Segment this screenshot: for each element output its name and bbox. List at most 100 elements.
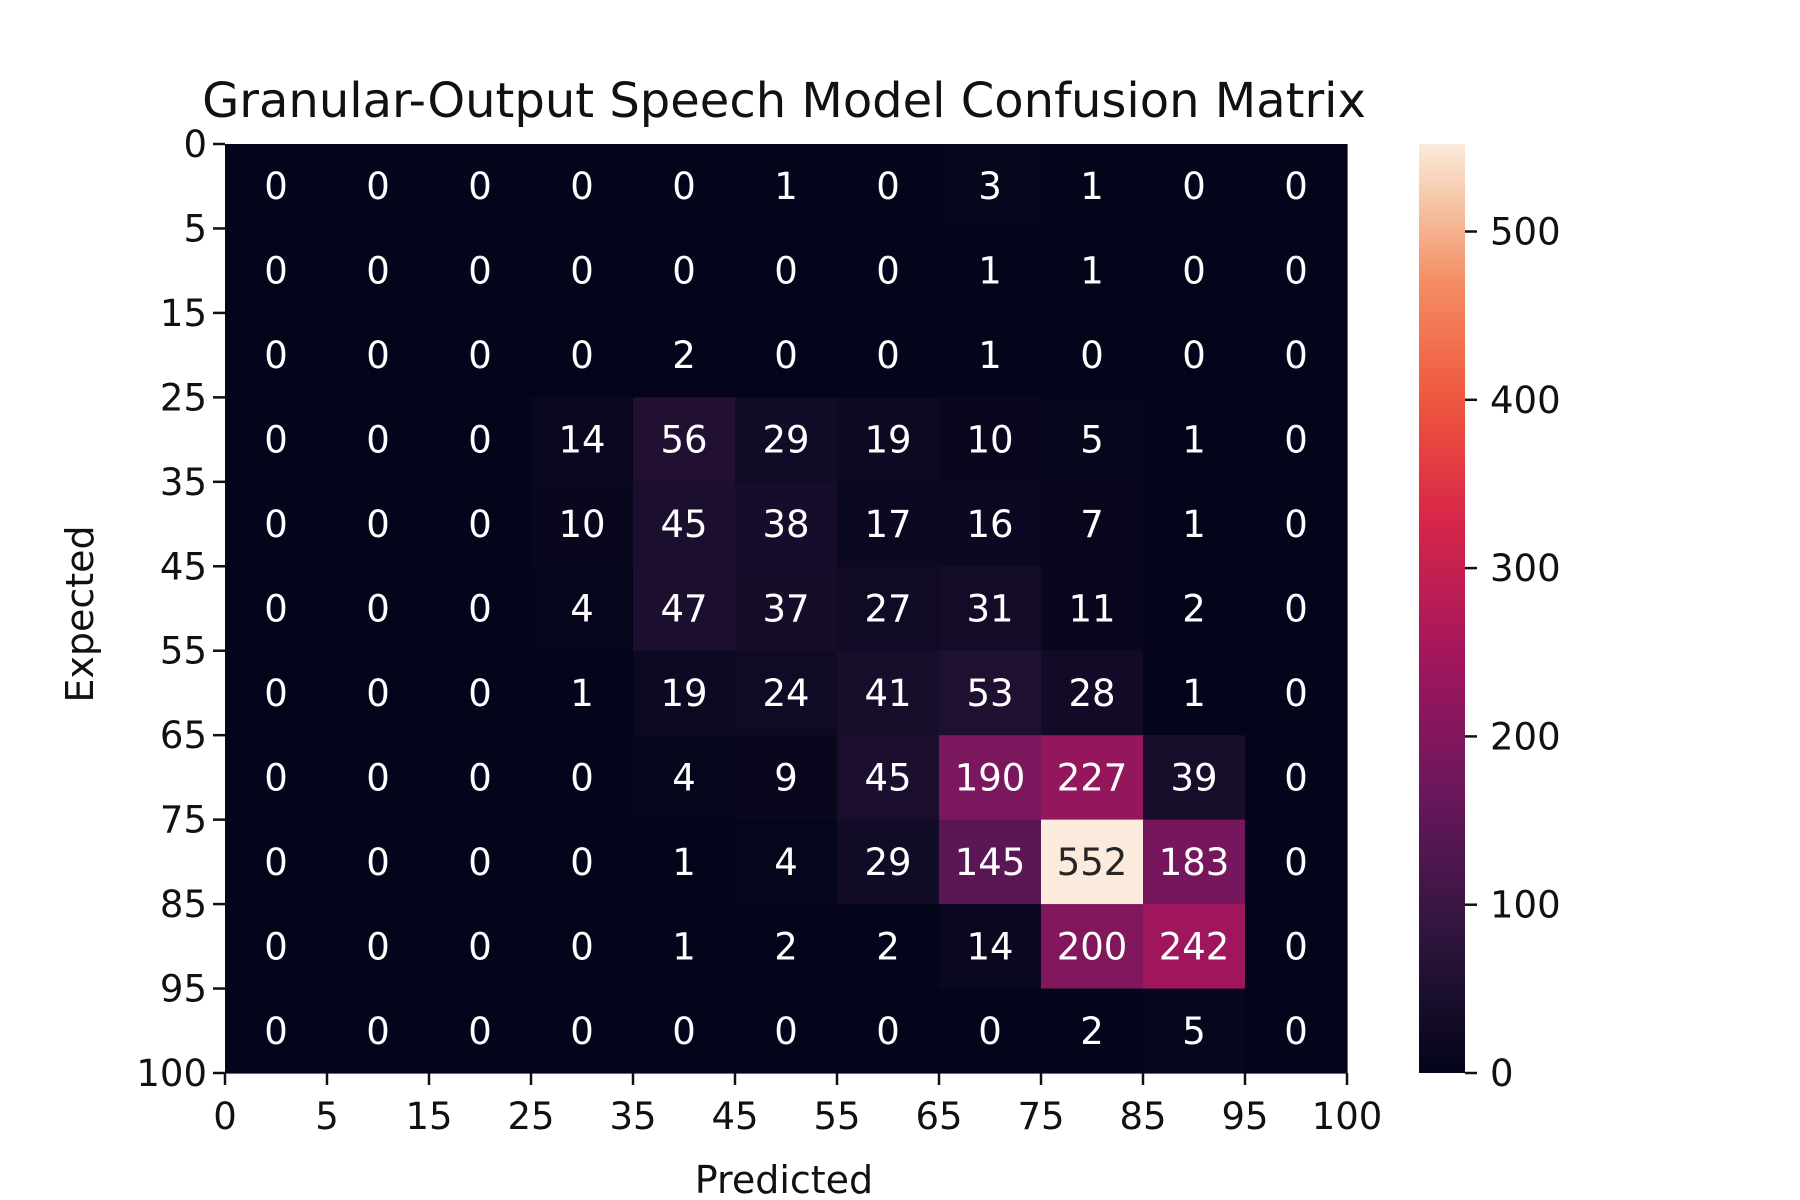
cell-value-label: 41 <box>864 672 911 715</box>
heatmap-cell <box>1245 144 1348 230</box>
heatmap-cell <box>531 312 634 398</box>
cell-value-label: 0 <box>366 334 390 377</box>
heatmap-cell <box>429 819 532 905</box>
cell-value-label: 1 <box>570 672 594 715</box>
cell-value-label: 2 <box>1182 588 1206 631</box>
cell-value-label: 0 <box>672 165 696 208</box>
heatmap-cell <box>633 735 736 821</box>
heatmap-cell <box>837 144 940 230</box>
cell-value-label: 29 <box>864 841 911 884</box>
cell-value-label: 1 <box>1182 419 1206 462</box>
cell-value-label: 11 <box>1068 588 1115 631</box>
cell-value-label: 0 <box>264 503 288 546</box>
cell-value-label: 0 <box>570 925 594 968</box>
heatmap-cell <box>1041 481 1144 567</box>
heatmap-cell <box>327 481 430 567</box>
x-tick-label: 75 <box>1017 1095 1064 1138</box>
heatmap-cell <box>939 819 1042 905</box>
cell-value-label: 0 <box>1182 165 1206 208</box>
cell-value-label: 31 <box>966 588 1013 631</box>
cell-value-label: 14 <box>558 419 605 462</box>
cell-value-label: 0 <box>570 1010 594 1053</box>
heatmap-cell <box>633 650 736 736</box>
x-tick-label: 5 <box>315 1095 339 1138</box>
heatmap-cell <box>327 650 430 736</box>
colorbar-tick-label: 0 <box>1490 1052 1514 1095</box>
cell-value-label: 19 <box>660 672 707 715</box>
cell-value-label: 0 <box>876 1010 900 1053</box>
cell-value-label: 200 <box>1057 925 1128 968</box>
x-tick-label: 45 <box>711 1095 758 1138</box>
y-axis-label: Expected <box>58 525 102 702</box>
cell-value-label: 0 <box>1284 1010 1308 1053</box>
heatmap-cell <box>429 650 532 736</box>
cell-value-label: 0 <box>1182 334 1206 377</box>
colorbar: 0 100 200 300 400 500 <box>1419 144 1561 1095</box>
cell-value-label: 1 <box>1182 672 1206 715</box>
cell-value-label: 0 <box>366 588 390 631</box>
cell-value-label: 0 <box>366 841 390 884</box>
cell-value-label: 0 <box>1080 334 1104 377</box>
heatmap-cell <box>429 988 532 1074</box>
heatmap-cell <box>1041 735 1144 821</box>
cell-value-label: 10 <box>558 503 605 546</box>
heatmap-cell <box>1245 397 1348 483</box>
heatmap-cell <box>531 481 634 567</box>
x-axis-label: Predicted <box>695 1158 873 1200</box>
cell-value-label: 0 <box>570 841 594 884</box>
y-tick-label: 65 <box>160 714 207 757</box>
heatmap-cell <box>429 735 532 821</box>
heatmap-cell <box>939 650 1042 736</box>
cell-value-label: 2 <box>876 925 900 968</box>
y-tick-label: 75 <box>160 799 207 842</box>
y-tick-label: 0 <box>183 123 207 166</box>
cell-value-label: 47 <box>660 588 707 631</box>
cell-value-label: 0 <box>366 503 390 546</box>
heatmap-cell <box>735 735 838 821</box>
cell-value-label: 29 <box>762 419 809 462</box>
cell-value-label: 0 <box>264 588 288 631</box>
heatmap-cell <box>633 566 736 652</box>
heatmap-cell <box>531 144 634 230</box>
heatmap-cell <box>939 904 1042 990</box>
cell-value-label: 0 <box>468 756 492 799</box>
heatmap-cell <box>735 650 838 736</box>
cell-value-label: 24 <box>762 672 809 715</box>
chart-title: Granular-Output Speech Model Confusion M… <box>202 73 1366 129</box>
cell-value-label: 4 <box>774 841 798 884</box>
y-tick-label: 45 <box>160 545 207 588</box>
heatmap-cell <box>225 481 328 567</box>
heatmap-cell <box>327 904 430 990</box>
heatmap-cell <box>837 904 940 990</box>
heatmap-cell <box>1143 144 1246 230</box>
cell-value-label: 19 <box>864 419 911 462</box>
heatmap-cell <box>429 566 532 652</box>
heatmap-cell <box>225 819 328 905</box>
heatmap-cell <box>327 228 430 314</box>
cell-value-label: 17 <box>864 503 911 546</box>
heatmap-cell <box>939 481 1042 567</box>
heatmap-cell <box>1143 397 1246 483</box>
cell-value-label: 1 <box>1182 503 1206 546</box>
cell-value-label: 4 <box>672 756 696 799</box>
cell-value-label: 0 <box>1284 756 1308 799</box>
heatmap-cell <box>735 819 838 905</box>
heatmap-cell <box>633 988 736 1074</box>
heatmap-cell <box>1041 397 1144 483</box>
y-axis: 0 5 15 25 35 45 55 65 75 85 95 100 <box>136 123 225 1095</box>
cell-value-label: 0 <box>468 334 492 377</box>
cell-value-label: 39 <box>1170 756 1217 799</box>
heatmap-cell <box>327 566 430 652</box>
heatmap-cell <box>327 819 430 905</box>
cell-value-label: 0 <box>264 925 288 968</box>
cell-value-label: 4 <box>570 588 594 631</box>
cell-value-label: 0 <box>1284 250 1308 293</box>
heatmap-cell <box>735 228 838 314</box>
heatmap-cell <box>939 735 1042 821</box>
cell-value-label: 0 <box>264 165 288 208</box>
cell-value-label: 0 <box>366 925 390 968</box>
heatmap-cell <box>735 397 838 483</box>
heatmap-cell <box>837 228 940 314</box>
cell-value-label: 45 <box>660 503 707 546</box>
cell-value-label: 1 <box>1080 165 1104 208</box>
